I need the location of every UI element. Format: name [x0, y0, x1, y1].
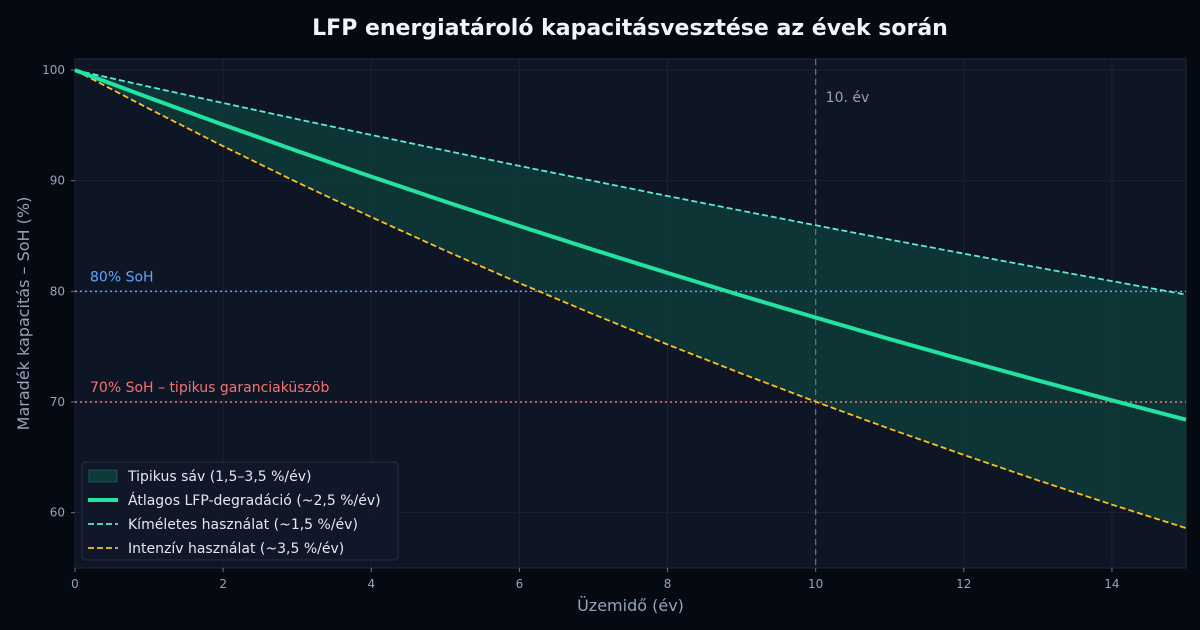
y-tick-label: 90	[50, 174, 65, 188]
x-tick-label: 0	[71, 577, 79, 591]
series-layer	[74, 68, 1187, 529]
legend-label: Intenzív használat (~3,5 %/év)	[128, 541, 344, 557]
y-tick-label: 70	[50, 395, 65, 409]
band-area	[75, 70, 1186, 529]
reference-lines: 80% SoH 70% SoH – tipikus garanciaküszöb 1…	[75, 59, 1186, 568]
legend-label: Kíméletes használat (~1,5 %/év)	[128, 517, 358, 533]
legend-label: Átlagos LFP-degradáció (~2,5 %/év)	[128, 492, 381, 509]
legend-box	[81, 461, 399, 561]
x-tick-label: 6	[516, 577, 524, 591]
legend-label: Tipikus sáv (1,5–3,5 %/év)	[127, 469, 312, 485]
y-axis-ticks: 60 70 80 90 100	[42, 63, 75, 520]
x-tick-label: 2	[219, 577, 227, 591]
reference-label: 10. év	[826, 90, 870, 106]
legend: Tipikus sáv (1,5–3,5 %/év) Átlagos LFP-de…	[81, 461, 399, 561]
reference-label: 80% SoH	[90, 269, 154, 285]
band-layer	[75, 70, 1186, 529]
series-line	[74, 69, 1187, 529]
y-tick-label: 100	[42, 63, 65, 77]
series-line	[74, 69, 1187, 296]
legend-swatch-band	[88, 469, 118, 483]
series-line	[74, 68, 1187, 422]
reference-label: 70% SoH – tipikus garanciaküszöb	[90, 380, 329, 396]
x-tick-label: 4	[367, 577, 375, 591]
x-tick-label: 12	[956, 577, 971, 591]
y-tick-label: 80	[50, 284, 65, 298]
x-tick-label: 14	[1104, 577, 1119, 591]
chart-title: LFP energiatároló kapacitásvesztése az é…	[312, 16, 948, 41]
x-axis-ticks: 0 2 4 6 8 10 12 14	[71, 568, 1120, 591]
y-axis-label: Maradék kapacitás – SoH (%)	[14, 197, 33, 431]
x-tick-label: 10	[808, 577, 823, 591]
x-axis-label: Üzemidő (év)	[577, 596, 684, 615]
y-tick-label: 60	[50, 506, 65, 520]
x-tick-label: 8	[664, 577, 672, 591]
